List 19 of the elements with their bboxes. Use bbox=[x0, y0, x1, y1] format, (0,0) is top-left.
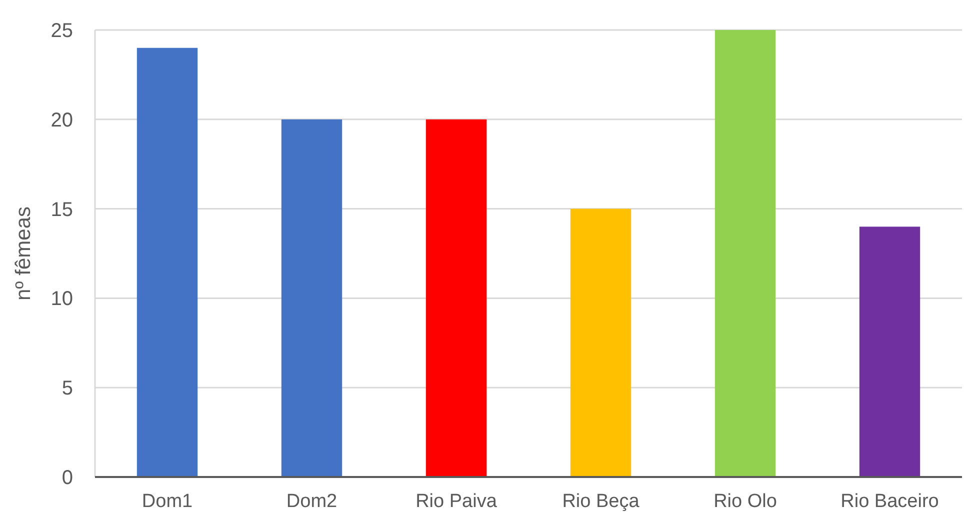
bar bbox=[570, 208, 632, 477]
y-tick-label: 5 bbox=[62, 378, 73, 400]
bar bbox=[281, 119, 342, 477]
bar bbox=[136, 48, 198, 477]
y-tick-label: 10 bbox=[50, 288, 73, 310]
bar bbox=[859, 226, 920, 477]
x-tick-label: Rio Baceiro bbox=[840, 491, 939, 512]
x-tick-label: Rio Beça bbox=[562, 491, 640, 512]
y-tick-label: 25 bbox=[50, 20, 73, 42]
x-tick-label: Dom1 bbox=[142, 491, 193, 512]
y-tick-label: 0 bbox=[62, 467, 73, 489]
y-axis-title: nº fêmeas bbox=[12, 206, 35, 301]
bar bbox=[426, 119, 487, 477]
x-tick-label: Rio Olo bbox=[714, 491, 777, 512]
y-tick-label: 15 bbox=[50, 198, 73, 221]
x-tick-label: Dom2 bbox=[286, 491, 338, 512]
y-tick-label: 20 bbox=[50, 109, 73, 132]
bar bbox=[714, 30, 776, 477]
x-tick-label: Rio Paiva bbox=[416, 491, 498, 512]
